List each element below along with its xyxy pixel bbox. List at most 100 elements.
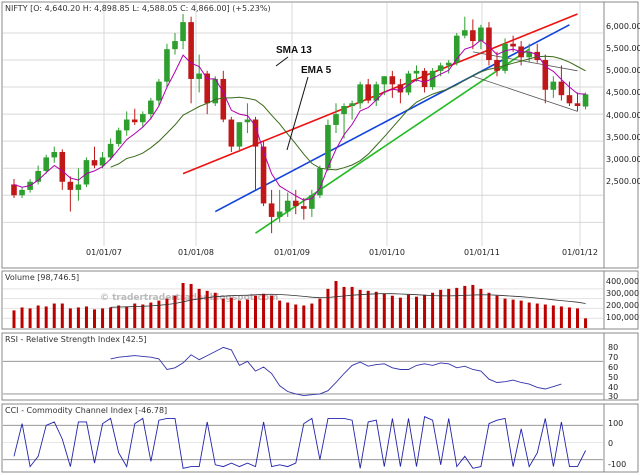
price-y-tick: 3,500.00 <box>606 133 640 142</box>
volume-bar <box>318 298 322 328</box>
candle-down <box>67 181 74 190</box>
volume-bar <box>495 295 499 328</box>
candle-up <box>180 22 186 42</box>
candle-up <box>445 62 452 66</box>
volume-bar <box>189 283 193 328</box>
price-y-tick: 6,000.00 <box>606 22 640 31</box>
candle-down <box>11 184 17 196</box>
price-y-tick: 3,000.00 <box>606 155 640 164</box>
volume-bar <box>519 300 523 328</box>
candle-up <box>212 78 219 104</box>
price-y-tick: 4,500.00 <box>606 88 640 97</box>
volume-bar <box>374 291 378 328</box>
volume-bar <box>101 308 105 328</box>
candle-up <box>437 65 444 71</box>
price-y-tick: 4,000.00 <box>606 111 640 120</box>
x-axis-label: 01/01/09 <box>274 248 310 257</box>
volume-bar <box>76 307 80 328</box>
cci-panel-frame <box>1 403 605 473</box>
volume-bar <box>382 293 386 328</box>
volume-bar <box>366 290 370 328</box>
candle-up <box>35 170 41 182</box>
candle-up <box>341 106 347 115</box>
candle-up <box>462 30 468 36</box>
channel-line <box>472 75 578 112</box>
candle-down <box>260 146 267 204</box>
volume-bar <box>439 289 443 328</box>
rsi-panel-frame <box>1 332 605 401</box>
volume-bar <box>84 306 88 328</box>
candle-down <box>59 152 66 182</box>
volume-bar <box>487 292 491 328</box>
volume-bar <box>20 307 24 328</box>
volume-bar <box>406 294 410 328</box>
volume-bar <box>133 303 137 328</box>
candle-up <box>317 168 323 196</box>
candle-up <box>51 152 58 158</box>
candle-down <box>566 95 573 104</box>
volume-bar <box>60 303 64 328</box>
volume-bar <box>181 282 185 328</box>
rsi-panel-header: RSI - Relative Strength Index [42.5] <box>5 335 147 344</box>
candle-up <box>582 94 589 107</box>
volume-bar <box>511 299 515 328</box>
volume-bar <box>125 306 129 328</box>
candle-down <box>470 30 476 42</box>
candle-up <box>373 84 380 101</box>
volume-bar <box>28 308 32 328</box>
volume-bar <box>237 300 241 328</box>
cci-y-tick: 0 <box>608 439 613 448</box>
cci-panel-header: CCI - Commodity Channel Index [-46.78] <box>5 406 167 415</box>
cci-axis-frame <box>603 403 639 473</box>
candle-down <box>365 84 371 101</box>
volume-bar <box>551 305 555 328</box>
candle-up <box>172 41 178 50</box>
volume-bar <box>447 288 451 328</box>
candle-up <box>43 157 49 171</box>
volume-bar <box>12 310 16 328</box>
volume-bar <box>584 318 588 328</box>
rsi-axis-frame <box>603 332 639 401</box>
volume-y-tick: 100,000 <box>606 313 639 322</box>
candle-up <box>115 130 122 144</box>
cci-line-layer <box>13 416 587 469</box>
candle-up <box>502 43 508 71</box>
volume-bar <box>415 296 418 328</box>
candle-up <box>357 84 363 104</box>
candle-down <box>301 206 307 209</box>
volume-bar <box>302 305 306 328</box>
rsi-line <box>110 346 562 397</box>
volume-bar <box>278 300 282 328</box>
rsi-y-tick: 30 <box>608 392 618 401</box>
candle-down <box>558 81 565 96</box>
volume-bar <box>141 304 145 328</box>
volume-bar <box>36 305 40 328</box>
candle-up <box>478 27 484 42</box>
volume-bar <box>543 304 547 328</box>
candle-up <box>526 51 532 58</box>
candle-up <box>19 189 25 196</box>
volume-bar <box>567 307 571 328</box>
candle-up <box>333 114 339 125</box>
volume-bar <box>358 289 362 328</box>
x-axis-label: 01/01/07 <box>86 248 122 257</box>
x-axis-label: 01/01/08 <box>178 248 214 257</box>
volume-axis-frame <box>603 270 639 330</box>
candle-up <box>156 81 162 101</box>
candle-up <box>453 35 460 63</box>
volume-bar <box>165 298 169 328</box>
volume-bar <box>294 304 298 328</box>
volume-bar <box>390 295 394 328</box>
red-trendline <box>182 13 578 175</box>
volume-y-tick: 400,000 <box>606 277 639 286</box>
volume-bar <box>310 303 314 328</box>
volume-bar <box>503 298 507 328</box>
volume-bar <box>576 308 579 328</box>
volume-watermark: © tradertradertrader.blogspot.com <box>100 293 278 303</box>
volume-bar <box>350 286 354 328</box>
sma13-annotation: SMA 13 <box>276 45 312 56</box>
volume-average-line <box>110 293 586 308</box>
candle-down <box>486 27 492 60</box>
price-panel-frame <box>1 1 605 269</box>
